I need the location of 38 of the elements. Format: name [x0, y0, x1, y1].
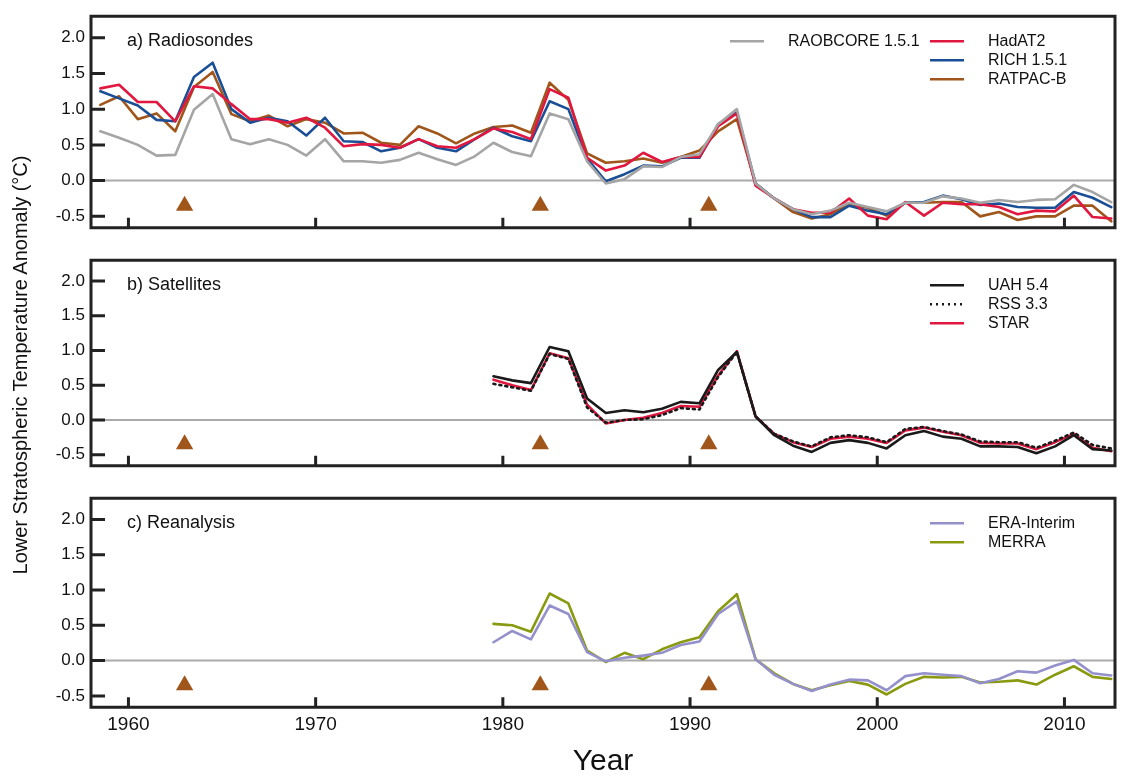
legend-label: MERRA	[988, 532, 1047, 550]
y-tick-label: -0.5	[55, 444, 85, 464]
y-tick-label: 1.0	[61, 98, 85, 118]
y-tick-label: 0.0	[61, 650, 85, 670]
legend-label: RAOBCORE 1.5.1	[788, 31, 920, 49]
text: b) Satellites	[127, 274, 222, 295]
y-tick-label: 0.5	[61, 374, 85, 394]
x-tick-label: 1970	[294, 712, 337, 734]
x-tick-label: 1980	[481, 712, 524, 734]
legend-label: RICH 1.5.1	[988, 50, 1068, 68]
x-tick-label: 1990	[668, 712, 712, 734]
y-tick-label: 1.5	[61, 544, 85, 564]
legend-label: ERA-Interim	[988, 513, 1076, 531]
x-axis-title: Year	[572, 743, 634, 777]
y-tick-label: 1.0	[61, 579, 85, 599]
legend-label: HadAT2	[988, 31, 1046, 49]
y-tick-label: 0.0	[61, 170, 85, 190]
legend-label: UAH 5.4	[988, 275, 1049, 293]
y-tick-label: 0.0	[61, 409, 85, 429]
y-tick-label: -0.5	[55, 206, 85, 226]
legend-label: STAR	[988, 313, 1030, 331]
y-axis-title: Lower Stratospheric Temperature Anomaly (°C)	[8, 155, 32, 575]
legend-label: RATPAC-B	[988, 69, 1067, 87]
x-tick-label: 1960	[107, 712, 150, 734]
x-tick-label: 2000	[856, 712, 899, 734]
x-tick-label: 2010	[1043, 712, 1086, 734]
text: a) Radiosondes	[127, 30, 254, 51]
y-tick-label: 2.0	[61, 509, 85, 529]
legend-label: RSS 3.3	[988, 294, 1048, 312]
y-tick-label: 1.5	[61, 305, 85, 325]
text: c) Reanalysis	[127, 512, 236, 533]
y-tick-label: 1.5	[61, 63, 85, 83]
y-tick-label: 0.5	[61, 614, 85, 634]
y-tick-label: 2.0	[61, 27, 85, 47]
y-tick-label: -0.5	[55, 685, 85, 705]
y-tick-label: 1.0	[61, 340, 85, 360]
y-tick-label: 2.0	[61, 270, 85, 290]
y-tick-label: 0.5	[61, 134, 85, 154]
